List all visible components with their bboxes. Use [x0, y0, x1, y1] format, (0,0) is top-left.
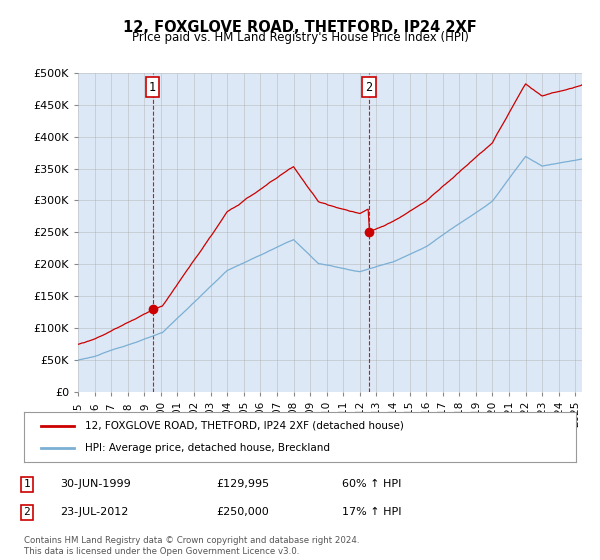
Text: 2: 2	[23, 507, 31, 517]
Text: Price paid vs. HM Land Registry's House Price Index (HPI): Price paid vs. HM Land Registry's House …	[131, 31, 469, 44]
Text: Contains HM Land Registry data © Crown copyright and database right 2024.
This d: Contains HM Land Registry data © Crown c…	[24, 536, 359, 556]
Text: 1: 1	[149, 81, 156, 94]
Text: 17% ↑ HPI: 17% ↑ HPI	[342, 507, 401, 517]
Text: 1: 1	[23, 479, 31, 489]
Text: 23-JUL-2012: 23-JUL-2012	[60, 507, 128, 517]
Text: 60% ↑ HPI: 60% ↑ HPI	[342, 479, 401, 489]
Text: £129,995: £129,995	[216, 479, 269, 489]
Text: HPI: Average price, detached house, Breckland: HPI: Average price, detached house, Brec…	[85, 443, 330, 453]
Text: £250,000: £250,000	[216, 507, 269, 517]
Text: 12, FOXGLOVE ROAD, THETFORD, IP24 2XF (detached house): 12, FOXGLOVE ROAD, THETFORD, IP24 2XF (d…	[85, 421, 404, 431]
Text: 12, FOXGLOVE ROAD, THETFORD, IP24 2XF: 12, FOXGLOVE ROAD, THETFORD, IP24 2XF	[123, 20, 477, 35]
Text: 2: 2	[365, 81, 373, 94]
Text: 30-JUN-1999: 30-JUN-1999	[60, 479, 131, 489]
